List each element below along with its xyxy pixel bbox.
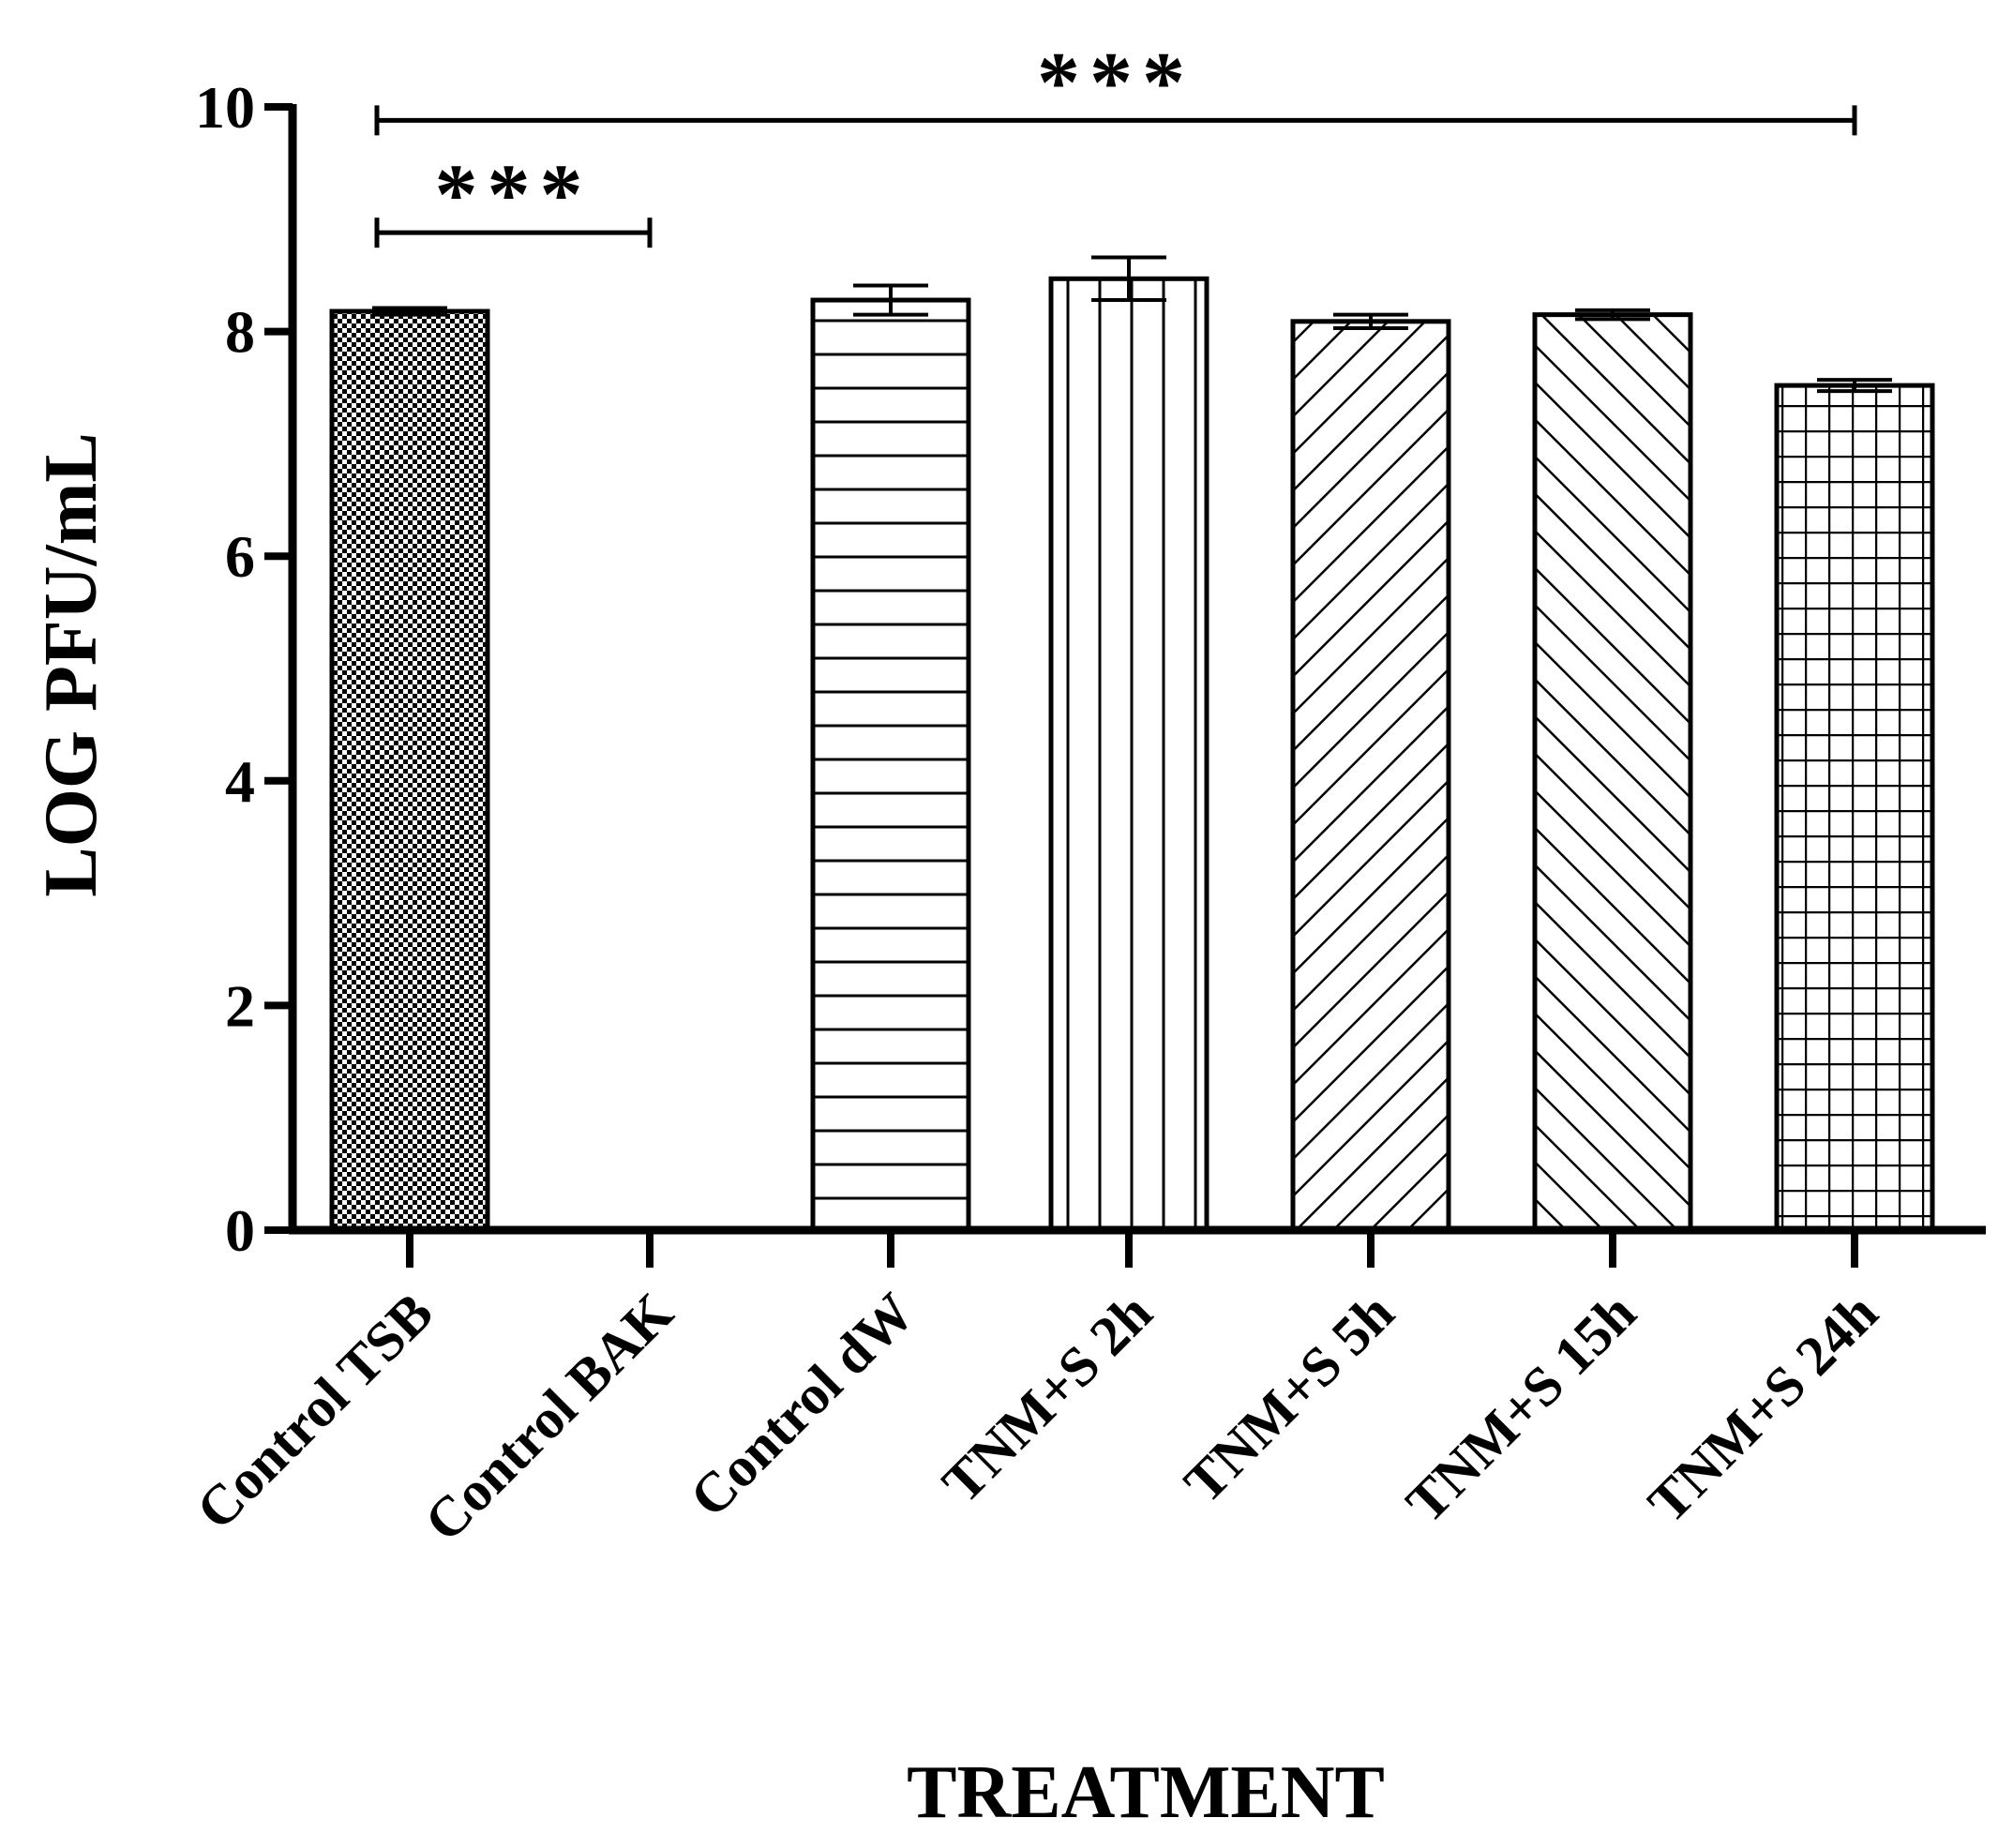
y-tick-label: 8 xyxy=(225,299,255,366)
x-category-label: TNM+S 5h xyxy=(1172,1282,1405,1515)
bar xyxy=(810,297,971,1233)
bar xyxy=(1048,276,1209,1233)
x-category-label: TNM+S 24h xyxy=(1636,1282,1889,1535)
y-tick-label: 10 xyxy=(195,74,255,141)
significance-brackets: *** *** xyxy=(374,34,1857,248)
bar xyxy=(329,308,490,1233)
x-category-label: Control dW xyxy=(678,1282,925,1529)
bars xyxy=(329,255,1935,1233)
y-axis: 0 2 4 6 8 10 xyxy=(195,74,297,1264)
x-axis-title: TREATMENT xyxy=(907,1751,1385,1834)
y-tick-label: 2 xyxy=(225,972,255,1039)
x-category-label: Control BAK xyxy=(413,1281,684,1553)
significance-label: *** xyxy=(1037,34,1194,129)
x-category-label: TNM+S 2h xyxy=(930,1282,1164,1515)
y-tick-label: 4 xyxy=(225,748,255,815)
y-axis-title: LOG PFU/mL xyxy=(30,432,113,897)
y-tick-label: 6 xyxy=(225,523,255,590)
bar xyxy=(1532,312,1693,1233)
significance-label: *** xyxy=(435,146,593,242)
y-tick-label: 0 xyxy=(225,1197,255,1264)
bar xyxy=(1774,383,1935,1233)
bar xyxy=(1290,319,1451,1233)
x-category-label: TNM+S 15h xyxy=(1394,1282,1647,1535)
x-category-label: Control TSB xyxy=(185,1282,444,1541)
